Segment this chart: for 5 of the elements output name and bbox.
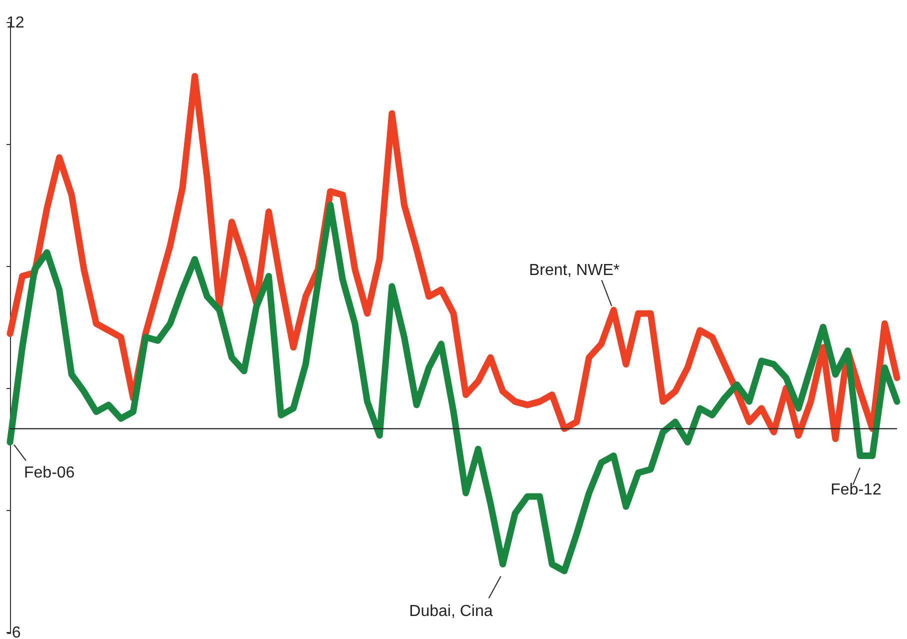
- y-tick-label: -6: [6, 624, 21, 639]
- annotation: Feb-06: [24, 464, 75, 482]
- text: Dubai, Cina: [409, 603, 493, 620]
- annotation: Feb-12: [830, 482, 882, 499]
- series-label: Brent, NWE*: [528, 262, 620, 280]
